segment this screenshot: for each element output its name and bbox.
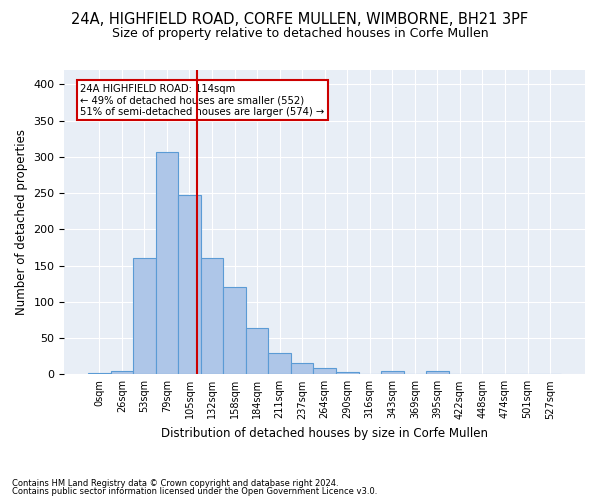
Bar <box>223 286 246 374</box>
Y-axis label: Number of detached properties: Number of detached properties <box>15 129 28 315</box>
Text: Size of property relative to detached houses in Corfe Mullen: Size of property relative to detached ho… <box>112 28 488 40</box>
Bar <box>201 258 223 374</box>
Bar <box>381 372 404 374</box>
Bar <box>268 352 291 374</box>
Bar <box>291 364 313 374</box>
Bar <box>336 372 359 374</box>
Bar <box>110 370 133 374</box>
Bar <box>313 368 336 374</box>
X-axis label: Distribution of detached houses by size in Corfe Mullen: Distribution of detached houses by size … <box>161 427 488 440</box>
Bar <box>246 328 268 374</box>
Bar <box>155 152 178 374</box>
Bar <box>88 373 110 374</box>
Text: 24A, HIGHFIELD ROAD, CORFE MULLEN, WIMBORNE, BH21 3PF: 24A, HIGHFIELD ROAD, CORFE MULLEN, WIMBO… <box>71 12 529 28</box>
Text: 24A HIGHFIELD ROAD: 114sqm
← 49% of detached houses are smaller (552)
51% of sem: 24A HIGHFIELD ROAD: 114sqm ← 49% of deta… <box>80 84 324 117</box>
Text: Contains public sector information licensed under the Open Government Licence v3: Contains public sector information licen… <box>12 487 377 496</box>
Bar <box>133 258 155 374</box>
Bar <box>426 372 449 374</box>
Bar <box>178 196 201 374</box>
Text: Contains HM Land Registry data © Crown copyright and database right 2024.: Contains HM Land Registry data © Crown c… <box>12 478 338 488</box>
